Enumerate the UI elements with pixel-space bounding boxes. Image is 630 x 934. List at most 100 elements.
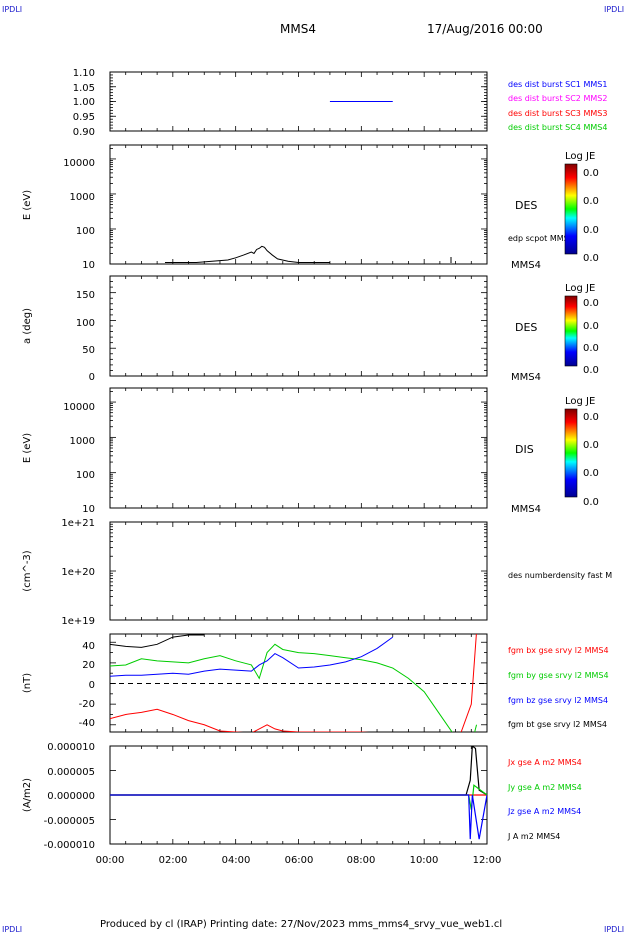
p5-ytick-label: 1e+19: [61, 616, 95, 627]
p4-ylabel: E (eV): [22, 433, 33, 463]
p2-ytick-label: 10: [82, 260, 95, 271]
panel-frame-p4: [109, 387, 488, 509]
p6-ytick-label: 0: [89, 680, 95, 691]
p3-spacecraft-label: MMS4: [511, 372, 541, 383]
p3-colorbar-tick: 0.0: [583, 365, 599, 376]
p7-ytick-label: -0.000010: [44, 840, 95, 851]
p7-series-line: [110, 794, 487, 840]
p6-ytick-label: -20: [79, 699, 95, 710]
p2-colorbar-tick: 0.0: [583, 168, 599, 179]
spacecraft-title: MMS4: [280, 22, 316, 36]
p6-legend-entry: fgm bx gse srvy l2 MMS4: [508, 646, 609, 655]
p1-legend-entry: des dist burst SC1 MMS1: [508, 80, 607, 89]
p4-colorbar: [564, 408, 578, 498]
footer-text: Produced by cl (IRAP) Printing date: 27/…: [100, 919, 503, 930]
p1-ytick-label: 1.00: [73, 97, 95, 108]
p4-ytick-label: 10: [82, 504, 95, 515]
p7-legend-entry: Jz gse A m2 MMS4: [507, 807, 581, 816]
x-tick-label: 10:00: [410, 855, 439, 866]
x-tick-label: 00:00: [96, 855, 125, 866]
p4-colorbar-tick: 0.0: [583, 412, 599, 423]
p2-colorbar: [564, 163, 578, 255]
p6-series-line: [110, 634, 205, 648]
p3-ytick-label: 100: [76, 318, 95, 329]
x-tick-label: 02:00: [159, 855, 188, 866]
p7-ytick-label: 0.000000: [47, 791, 95, 802]
p2-ylabel: E (eV): [22, 190, 33, 220]
p3-colorbar-tick: 0.0: [583, 321, 599, 332]
p7-series-line: [110, 746, 487, 796]
p1-ytick-label: 0.90: [73, 127, 95, 138]
ipdli-mark-bottom-right: IPDLI: [604, 925, 625, 934]
p2-colorbar-title: Log JE: [565, 151, 595, 162]
p2-scpot-legend: edp scpot MMS4: [508, 234, 574, 243]
p4-colorbar-title: Log JE: [565, 396, 595, 407]
p6-ytick-label: -40: [79, 718, 95, 729]
p4-spacecraft-label: MMS4: [511, 504, 541, 515]
p7-legend-entry: Jx gse A m2 MMS4: [507, 758, 582, 767]
p1-ytick-label: 1.10: [73, 68, 95, 79]
p2-instrument-label: DES: [515, 199, 537, 212]
date-title: 17/Aug/2016 00:00: [427, 22, 543, 36]
p4-instrument-label: DIS: [515, 443, 534, 456]
p1-legend-entry: des dist burst SC3 MMS3: [508, 109, 607, 118]
p4-colorbar-tick: 0.0: [583, 440, 599, 451]
p6-legend-entry: fgm bz gse srvy l2 MMS4: [508, 696, 608, 705]
p1-ytick-label: 1.05: [73, 83, 95, 94]
p2-ytick-label: 100: [76, 226, 95, 237]
panel-frame-p2: [109, 144, 488, 265]
p7-ylabel: (A/m2): [22, 778, 33, 812]
p3-colorbar: [564, 295, 578, 367]
p6-series-line: [110, 634, 477, 732]
p7-legend-entry: J A m2 MMS4: [507, 832, 560, 841]
p5-legend: des numberdensity fast M: [508, 571, 612, 580]
p1-ytick-label: 0.95: [73, 112, 95, 123]
p6-ytick-label: 20: [82, 660, 95, 671]
p3-instrument-label: DES: [515, 321, 537, 334]
p2-ytick-label: 1000: [70, 192, 95, 203]
ipdli-mark-bottom-left: IPDLI: [2, 925, 23, 934]
time-axis-ticks: [109, 72, 488, 844]
p3-ylabel: a (deg): [22, 308, 33, 344]
p3-ytick-label: 0: [89, 372, 95, 383]
value-axis-ticks: [110, 71, 487, 845]
p5-ytick-label: 1e+21: [61, 518, 95, 529]
p1-legend-entry: des dist burst SC2 MMS2: [508, 94, 607, 103]
p3-colorbar-title: Log JE: [565, 283, 595, 294]
p6-legend-entry: fgm by gse srvy l2 MMS4: [508, 671, 609, 680]
p7-ytick-label: -0.000005: [44, 816, 95, 827]
x-tick-label: 12:00: [473, 855, 502, 866]
x-tick-label: 04:00: [222, 855, 251, 866]
panel-frame-p5: [109, 521, 488, 621]
p5-ytick-label: 1e+20: [61, 567, 95, 578]
p7-series-line: [110, 784, 487, 810]
p2-scpot-line: [164, 245, 330, 264]
p6-ylabel: (nT): [22, 673, 33, 693]
p4-ytick-label: 1000: [70, 436, 95, 447]
p4-ytick-label: 100: [76, 470, 95, 481]
p6-legend-entry: fgm bt gse srvy l2 MMS4: [508, 720, 607, 729]
panel-frame-p6: [109, 633, 488, 733]
panel-frame-p1: [109, 71, 488, 132]
ipdli-mark-top-right: IPDLI: [604, 5, 625, 14]
p5-ylabel: (cm^-3): [22, 550, 33, 591]
p7-legend-entry: Jy gse A m2 MMS4: [507, 783, 582, 792]
ipdli-mark-top-left: IPDLI: [2, 5, 23, 14]
p3-ytick-label: 50: [82, 345, 95, 356]
p6-series-line: [110, 636, 394, 677]
p6-ytick-label: 40: [82, 641, 95, 652]
p4-ytick-label: 10000: [63, 402, 95, 413]
p4-colorbar-tick: 0.0: [583, 468, 599, 479]
x-tick-label: 08:00: [347, 855, 376, 866]
p2-colorbar-tick: 0.0: [583, 225, 599, 236]
p7-ytick-label: 0.000005: [47, 767, 95, 778]
p7-ytick-label: 0.000010: [47, 742, 95, 753]
p1-legend-entry: des dist burst SC4 MMS4: [508, 123, 607, 132]
p2-spacecraft-label: MMS4: [511, 260, 541, 271]
p2-colorbar-tick: 0.0: [583, 253, 599, 264]
p2-ytick-label: 10000: [63, 158, 95, 169]
x-tick-label: 06:00: [285, 855, 314, 866]
p2-colorbar-tick: 0.0: [583, 196, 599, 207]
panel-frame-p3: [109, 275, 488, 377]
